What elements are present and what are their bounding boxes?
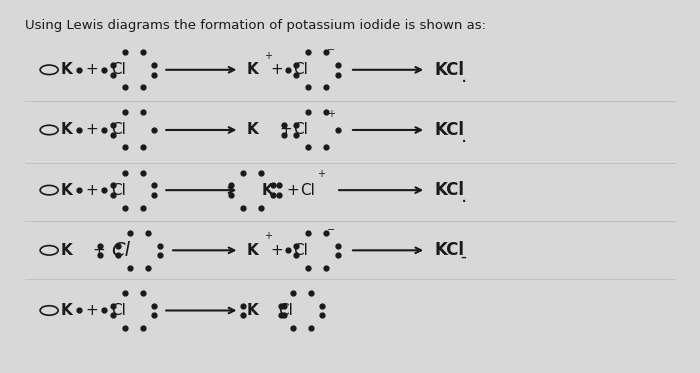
- Text: +: +: [263, 232, 272, 241]
- Text: +: +: [270, 62, 284, 77]
- Text: Cl: Cl: [111, 241, 130, 260]
- Text: +: +: [86, 303, 99, 318]
- Text: K: K: [61, 62, 73, 77]
- Text: K: K: [246, 62, 258, 77]
- Text: .: .: [461, 67, 467, 86]
- Text: KCl: KCl: [435, 241, 464, 259]
- Text: +: +: [263, 51, 272, 61]
- Text: KCl: KCl: [435, 181, 464, 199]
- Text: K: K: [246, 243, 258, 258]
- Text: −: −: [327, 45, 335, 55]
- Text: KCl: KCl: [435, 121, 464, 139]
- Text: Cl: Cl: [293, 122, 308, 138]
- Text: K: K: [61, 122, 73, 138]
- Text: Using Lewis diagrams the formation of potassium iodide is shown as:: Using Lewis diagrams the formation of po…: [25, 19, 486, 32]
- Text: Cl: Cl: [293, 243, 308, 258]
- Text: −: −: [327, 225, 335, 235]
- Text: Cl: Cl: [111, 183, 125, 198]
- Text: Cl: Cl: [293, 62, 308, 77]
- Text: K: K: [61, 303, 73, 318]
- Text: +: +: [317, 169, 325, 179]
- Text: +: +: [279, 122, 292, 138]
- Text: K: K: [61, 243, 73, 258]
- Text: Cl: Cl: [111, 303, 125, 318]
- Text: Cl: Cl: [111, 122, 125, 138]
- Text: +: +: [270, 243, 284, 258]
- Text: Cl: Cl: [278, 303, 293, 318]
- Text: K: K: [246, 303, 258, 318]
- Text: +: +: [86, 62, 99, 77]
- Text: K: K: [61, 183, 73, 198]
- Text: .: .: [461, 127, 467, 146]
- Text: K: K: [262, 183, 273, 198]
- Text: +: +: [327, 109, 335, 119]
- Text: +: +: [86, 122, 99, 138]
- Text: +: +: [92, 243, 106, 258]
- Text: KCl: KCl: [435, 61, 464, 79]
- Text: K: K: [246, 122, 258, 138]
- Text: +: +: [86, 183, 99, 198]
- Text: +: +: [286, 183, 299, 198]
- Text: .: .: [461, 187, 467, 206]
- Text: Cl: Cl: [111, 62, 125, 77]
- Text: Cl: Cl: [300, 183, 315, 198]
- Text: -: -: [461, 248, 466, 266]
